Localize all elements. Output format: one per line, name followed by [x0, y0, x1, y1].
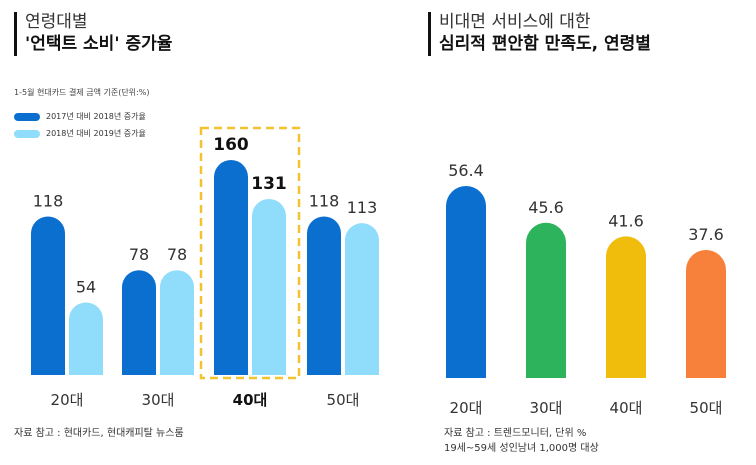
legend-label-2018: 2017년 대비 2018년 증가율	[46, 112, 146, 121]
data-label-right-50대: 37.6	[688, 225, 724, 244]
left-source: 자료 참고 : 현대카드, 현대캐피탈 뉴스룸	[14, 428, 184, 439]
right-title-line2: 심리적 편안함 만족도, 연령별	[439, 34, 651, 54]
bar-50대-series1	[307, 216, 341, 375]
data-label-30대-series2: 78	[167, 245, 187, 264]
data-label-right-30대: 45.6	[528, 198, 564, 217]
bar-30대-series1	[122, 270, 156, 375]
highlight-box	[199, 126, 301, 380]
data-label-20대-series1: 118	[33, 191, 64, 210]
data-label-40대-series1: 160	[213, 135, 249, 155]
legend-swatch-2018	[14, 112, 40, 121]
right-title-line1: 비대면 서비스에 대한	[439, 12, 591, 32]
legend-item-2018: 2017년 대비 2018년 증가율	[14, 111, 146, 122]
x-tick-label-right-50대: 50대	[690, 399, 723, 417]
data-label-50대-series1: 118	[309, 191, 340, 210]
bar-right-40대	[606, 236, 646, 378]
data-label-40대-series2: 131	[251, 174, 287, 194]
x-tick-label-30대: 30대	[142, 391, 175, 409]
x-tick-label-20대: 20대	[51, 391, 84, 409]
left-title-line2: '언택트 소비' 증가율	[25, 34, 173, 54]
left-title-line1: 연령대별	[25, 12, 88, 32]
bar-20대-series2	[69, 302, 103, 375]
right-title-block: 비대면 서비스에 대한 심리적 편안함 만족도, 연령별	[428, 12, 651, 56]
x-tick-label-right-30대: 30대	[530, 399, 563, 417]
data-label-50대-series2: 113	[347, 198, 378, 217]
bar-right-20대	[446, 186, 486, 378]
bar-30대-series2	[160, 270, 194, 375]
data-label-30대-series1: 78	[129, 245, 149, 264]
bar-20대-series1	[31, 216, 65, 375]
data-label-20대-series2: 54	[76, 277, 96, 296]
bar-40대-series1	[214, 160, 248, 375]
x-tick-label-right-20대: 20대	[450, 399, 483, 417]
data-label-right-40대: 41.6	[608, 211, 644, 230]
left-title-block: 연령대별 '언택트 소비' 증가율	[14, 12, 172, 56]
bar-right-30대	[526, 222, 566, 378]
x-tick-label-40대: 40대	[233, 391, 268, 409]
right-source-line1: 자료 참고 : 트렌드모니터, 단위 %	[444, 428, 587, 439]
legend-label-2019: 2018년 대비 2019년 증가율	[46, 129, 146, 138]
data-label-right-20대: 56.4	[448, 161, 484, 180]
legend-item-2019: 2018년 대비 2019년 증가율	[14, 128, 146, 139]
legend-swatch-2019	[14, 129, 40, 138]
chart-basis-note: 1-5월 현대카드 결제 금액 기준(단위:%)	[14, 88, 150, 97]
bar-right-50대	[686, 250, 726, 378]
x-tick-label-50대: 50대	[327, 391, 360, 409]
bar-40대-series2	[252, 198, 286, 375]
bar-50대-series2	[345, 223, 379, 375]
right-source-line2: 19세~59세 성인남녀 1,000명 대상	[444, 443, 599, 454]
x-tick-label-right-40대: 40대	[610, 399, 643, 417]
